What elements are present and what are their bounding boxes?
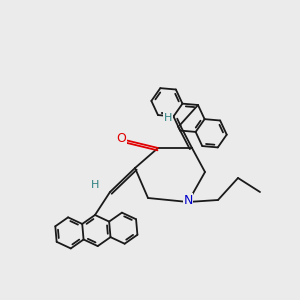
Text: H: H xyxy=(164,113,172,123)
Text: N: N xyxy=(183,194,193,207)
Text: O: O xyxy=(116,132,126,145)
Text: H: H xyxy=(91,180,99,190)
